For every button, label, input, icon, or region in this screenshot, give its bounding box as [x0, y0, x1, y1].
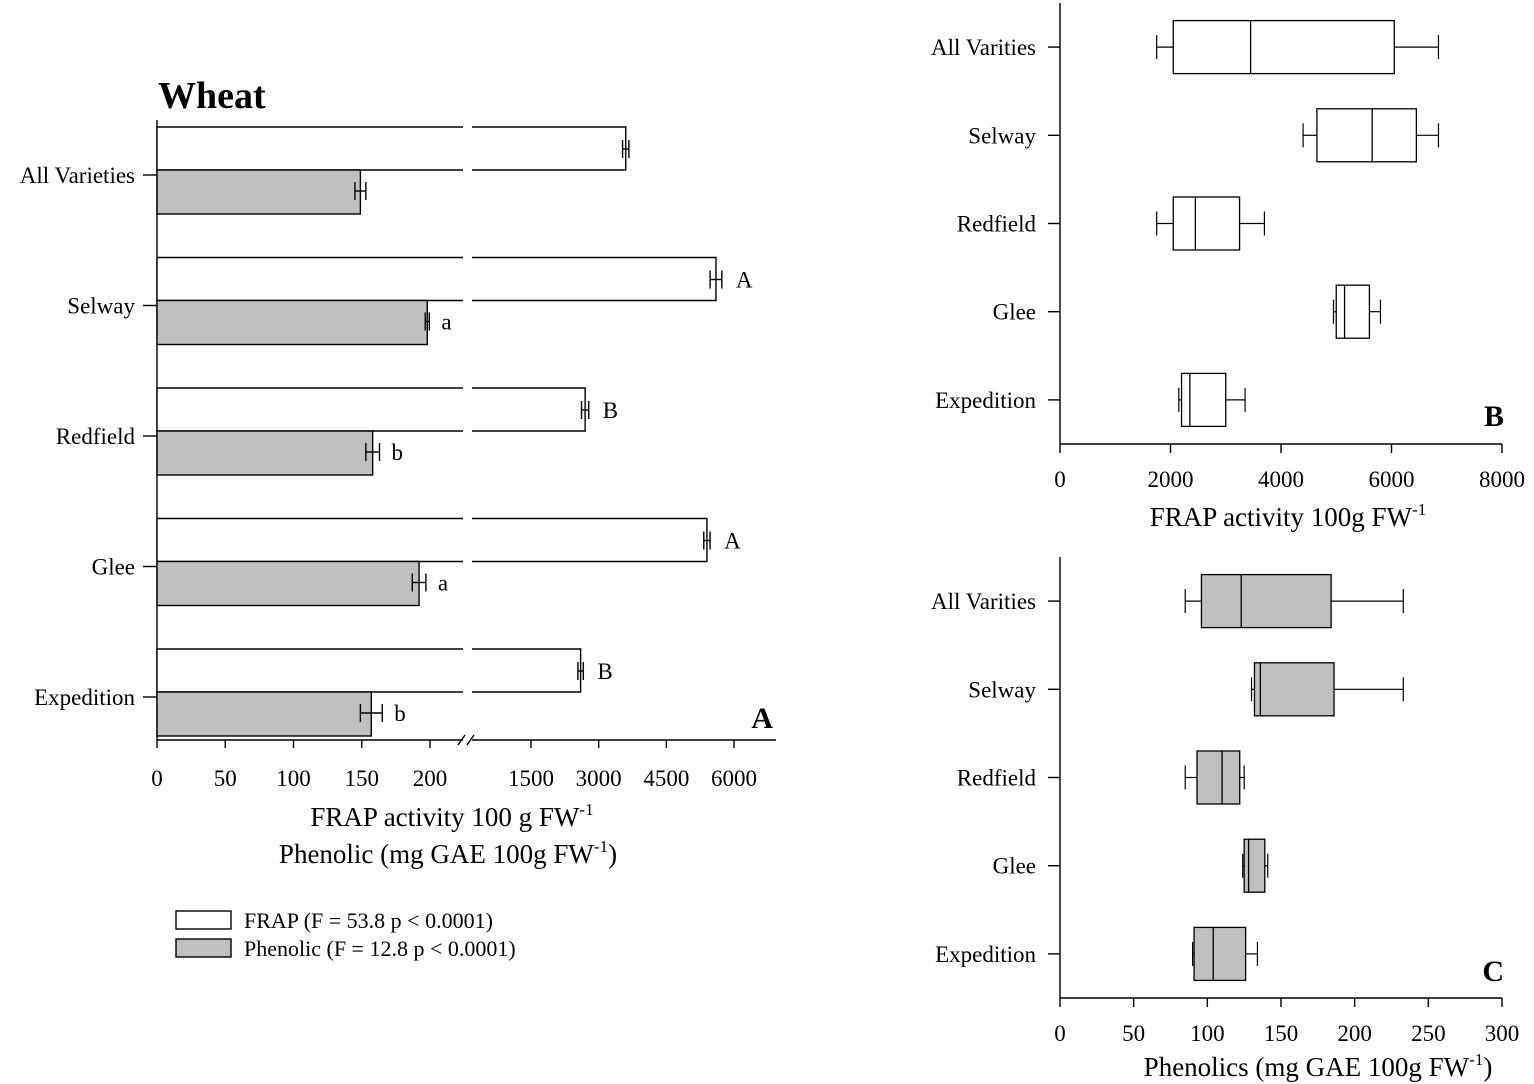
x-axis-label-c: Phenolics (mg GAE 100g FW-1): [1144, 1050, 1493, 1082]
category-label-redfield: Redfield: [957, 766, 1037, 791]
axis-break-mark: [466, 734, 475, 746]
legend-swatch-frap: [175, 910, 232, 930]
category-label-glee: Glee: [993, 300, 1036, 325]
significance-letter-phenolic: b: [391, 440, 403, 465]
category-label-all-varities: All Varities: [931, 589, 1036, 614]
bar-frap-selway: [156, 256, 463, 302]
x-tick-label: 6000: [711, 766, 757, 791]
box-redfield: [1196, 750, 1241, 805]
panel-label-a: A: [751, 702, 773, 735]
x-tick-label: 4500: [643, 766, 689, 791]
box-all-varities: [1200, 573, 1332, 629]
bar-frap-all-varieties: [472, 126, 627, 171]
category-label-redfield: Redfield: [957, 212, 1037, 237]
x-tick-label: 8000: [1479, 467, 1525, 492]
x-tick-label: 200: [1337, 1021, 1372, 1046]
chart-title: Wheat: [158, 75, 266, 117]
bar-phenolic-redfield: [156, 430, 374, 476]
significance-letter-frap: B: [597, 659, 612, 684]
category-label-redfield: Redfield: [56, 424, 136, 449]
significance-letter-phenolic: a: [441, 310, 451, 335]
x-tick-label: 0: [151, 766, 163, 791]
significance-letter-frap: A: [724, 529, 741, 554]
x-tick-label: 150: [1264, 1021, 1299, 1046]
box-all-varities: [1172, 19, 1395, 75]
category-label-selway: Selway: [968, 677, 1036, 702]
bar-phenolic-expedition: [156, 691, 373, 737]
bar-frap-redfield: [472, 387, 586, 432]
bar-phenolic-all-varieties: [156, 169, 362, 215]
bar-frap-glee: [156, 517, 463, 563]
category-label-selway: Selway: [968, 123, 1036, 148]
x-tick-label: 100: [276, 766, 311, 791]
box-redfield: [1172, 196, 1241, 251]
category-label-expedition: Expedition: [34, 685, 135, 710]
box-selway: [1316, 108, 1418, 163]
bar-phenolic-selway: [156, 299, 428, 346]
x-tick-label: 200: [413, 766, 448, 791]
significance-letter-phenolic: a: [438, 571, 448, 596]
x-axis-label-frap: FRAP activity 100 g FW-1: [310, 800, 593, 832]
panel-label-b: B: [1484, 400, 1504, 433]
bar-frap-all-varieties: [156, 126, 463, 171]
bar-frap-expedition: [472, 648, 582, 693]
x-tick-label: 100: [1190, 1021, 1225, 1046]
category-label-selway: Selway: [67, 294, 135, 319]
x-tick-label: 1500: [508, 766, 554, 791]
x-tick-label: 0: [1054, 467, 1066, 492]
box-glee: [1243, 838, 1266, 893]
x-tick-label: 150: [345, 766, 380, 791]
x-tick-label: 250: [1411, 1021, 1446, 1046]
category-label-glee: Glee: [993, 854, 1036, 879]
box-selway: [1253, 662, 1335, 717]
significance-letter-phenolic: b: [394, 701, 406, 726]
x-tick-label: 0: [1054, 1021, 1066, 1046]
x-tick-label: 4000: [1258, 467, 1304, 492]
bar-frap-redfield: [156, 387, 463, 432]
bar-phenolic-glee: [156, 560, 420, 607]
axis-break-mark: [457, 734, 466, 746]
legend-label-frap: FRAP (F = 53.8 p < 0.0001): [244, 908, 493, 933]
significance-letter-frap: B: [603, 398, 618, 423]
category-label-expedition: Expedition: [935, 942, 1036, 967]
panel-a: Wheat A FRAP activity 100 g FW-1 Phenoli…: [20, 75, 776, 961]
category-label-glee: Glee: [92, 555, 135, 580]
panel-label-c: C: [1482, 955, 1504, 988]
x-tick-label: 300: [1485, 1021, 1520, 1046]
x-tick-label: 3000: [576, 766, 622, 791]
bar-frap-glee: [472, 517, 708, 563]
x-tick-label: 50: [214, 766, 237, 791]
x-axis-label-phenolic: Phenolic (mg GAE 100g FW-1): [279, 837, 617, 869]
category-label-all-varieties: All Varieties: [20, 163, 135, 188]
category-label-all-varities: All Varities: [931, 35, 1036, 60]
bar-frap-selway: [472, 256, 717, 302]
box-expedition: [1193, 926, 1247, 982]
category-label-expedition: Expedition: [935, 388, 1036, 413]
legend-label-phenolic: Phenolic (F = 12.8 p < 0.0001): [244, 936, 516, 961]
panel-b: B FRAP activity 100g FW-1 0 2000 4000 6000 8…: [931, 3, 1525, 532]
x-tick-label: 2000: [1148, 467, 1194, 492]
box-expedition: [1180, 372, 1227, 428]
x-axis-label-b: FRAP activity 100g FW-1: [1150, 500, 1426, 532]
panel-c: C Phenolics (mg GAE 100g FW-1) 0 50 100 150…: [931, 557, 1519, 1082]
box-glee: [1335, 284, 1371, 339]
significance-letter-frap: A: [736, 268, 753, 293]
legend-swatch-phenolic: [175, 938, 232, 958]
x-tick-label: 6000: [1369, 467, 1415, 492]
x-tick-label: 50: [1122, 1021, 1145, 1046]
bar-frap-expedition: [156, 648, 463, 693]
